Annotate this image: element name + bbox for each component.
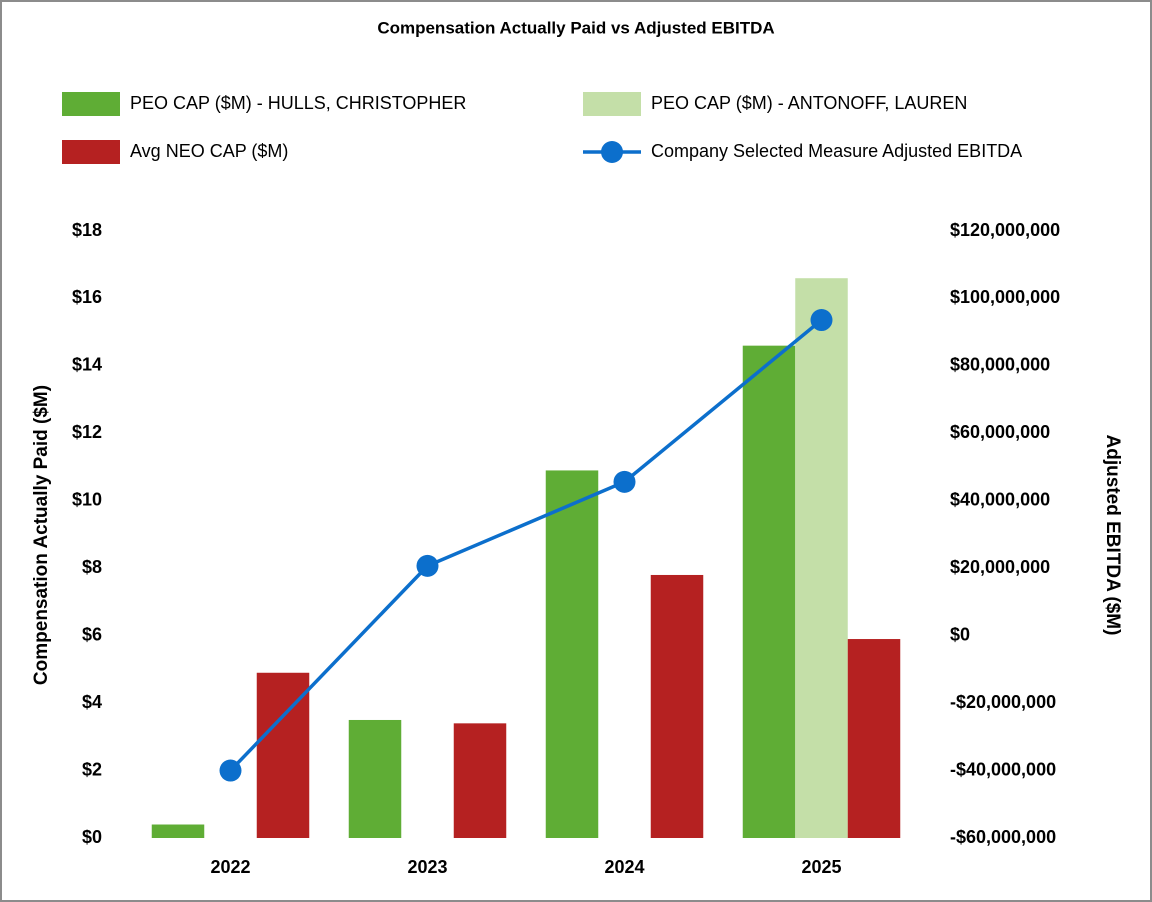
y2-tick-label: $20,000,000 — [950, 557, 1050, 577]
bar — [795, 278, 848, 838]
bar — [742, 345, 796, 838]
y-tick-label: $10 — [72, 490, 102, 510]
bar — [151, 824, 205, 838]
line-point — [416, 554, 439, 577]
y-tick-label: $16 — [72, 287, 102, 307]
line-point — [219, 759, 242, 782]
y2-tick-label: -$40,000,000 — [950, 759, 1056, 779]
x-tick-label: 2025 — [801, 857, 841, 877]
bar — [545, 470, 599, 838]
y2-tick-label: $120,000,000 — [950, 220, 1060, 240]
legend-label: PEO CAP ($M) - HULLS, CHRISTOPHER — [130, 93, 466, 113]
y-axis-title: Compensation Actually Paid ($M) — [31, 385, 52, 685]
legend-swatch — [62, 140, 120, 164]
y2-axis-title: Adjusted EBITDA ($M) — [1102, 435, 1123, 636]
line — [229, 318, 823, 772]
y2-tick-label: $0 — [950, 624, 970, 644]
y-tick-label: $8 — [82, 557, 102, 577]
bar — [847, 639, 901, 838]
x-tick-label: 2023 — [407, 857, 447, 877]
x-tick-label: 2024 — [604, 857, 644, 877]
legend-label: Avg NEO CAP ($M) — [130, 141, 288, 161]
x-tick-label: 2022 — [210, 857, 250, 877]
legend-swatch — [62, 92, 120, 116]
y-tick-label: $0 — [82, 827, 102, 847]
legend-marker — [601, 141, 623, 163]
y-tick-label: $12 — [72, 422, 102, 442]
y2-tick-label: $80,000,000 — [950, 355, 1050, 375]
chart-title: Compensation Actually Paid vs Adjusted E… — [377, 18, 774, 37]
y-tick-label: $2 — [82, 759, 102, 779]
legend-label: Company Selected Measure Adjusted EBITDA — [651, 141, 1022, 161]
line-point — [613, 470, 636, 493]
y-tick-label: $18 — [72, 220, 102, 240]
legend-swatch — [583, 92, 641, 116]
y-tick-label: $14 — [72, 355, 102, 375]
legend-label: PEO CAP ($M) - ANTONOFF, LAUREN — [651, 93, 967, 113]
y2-tick-label: $100,000,000 — [950, 287, 1060, 307]
y2-tick-label: -$20,000,000 — [950, 692, 1056, 712]
bar — [453, 723, 507, 838]
y-tick-label: $6 — [82, 624, 102, 644]
line-point — [810, 309, 833, 332]
y-tick-label: $4 — [82, 692, 102, 712]
y2-tick-label: -$60,000,000 — [950, 827, 1056, 847]
y2-tick-label: $40,000,000 — [950, 490, 1050, 510]
bar — [348, 719, 402, 838]
y2-tick-label: $60,000,000 — [950, 422, 1050, 442]
bar — [650, 574, 704, 838]
